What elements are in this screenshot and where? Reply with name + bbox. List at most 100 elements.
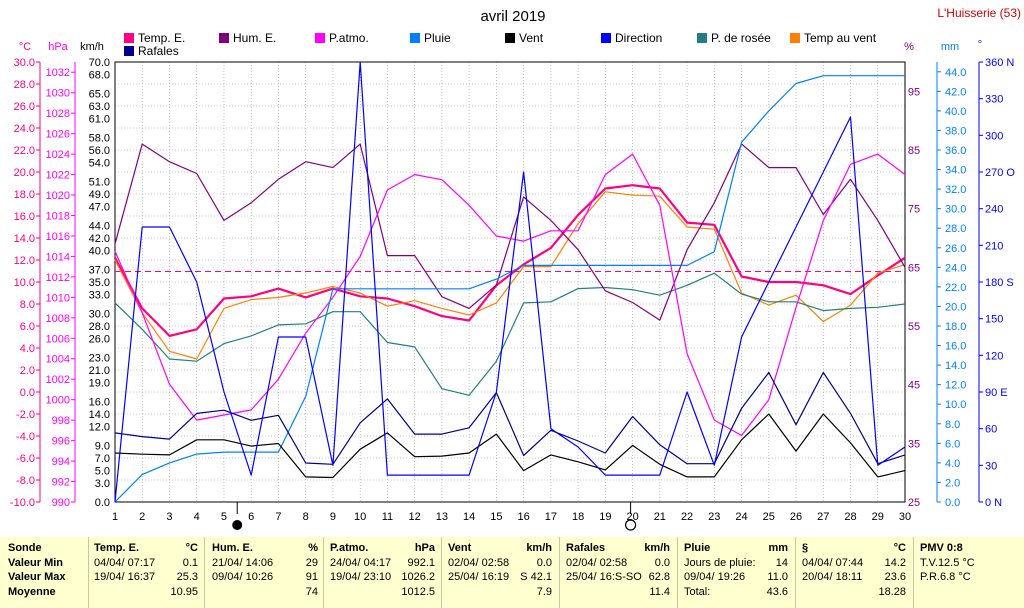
sonde-title: Sonde bbox=[8, 542, 42, 554]
x-tick-label: 19 bbox=[599, 511, 611, 523]
kmh-tick-label: 9.0 bbox=[95, 440, 110, 452]
legend-label-tempvent: Temp au vent bbox=[804, 31, 877, 45]
hum-col-title: Hum. E. bbox=[212, 542, 253, 554]
hum-tick-label: 45 bbox=[908, 380, 920, 392]
temp-col-unit: °C bbox=[185, 542, 198, 554]
mm-tick-label: 44.0 bbox=[945, 67, 966, 79]
section-min-date: 04/04/ 07:44 bbox=[802, 556, 864, 569]
hum-max-date: 09/04/ 10:26 bbox=[212, 571, 274, 583]
left-axes: 30.028.026.024.022.020.018.016.014.012.0… bbox=[10, 57, 110, 509]
kmh-tick-label: 14.0 bbox=[89, 409, 110, 421]
chart-title: avril 2019 bbox=[480, 8, 545, 25]
patmo-max-value: 1026.2 bbox=[401, 571, 435, 583]
vent-col-unit: km/h bbox=[526, 542, 552, 554]
patmo-min-date: 24/04/ 04:17 bbox=[330, 556, 392, 569]
rafales-max-date: 25/04/ 16:S-SO bbox=[566, 571, 642, 583]
temp-min-value: 0.1 bbox=[182, 556, 198, 569]
x-tick-label: 17 bbox=[545, 511, 557, 523]
new-moon-icon bbox=[232, 520, 243, 530]
hpa-tick-label: 1028 bbox=[46, 108, 70, 120]
hpa-tick-label: 998 bbox=[52, 415, 70, 427]
hum-min-date: 21/04/ 14:06 bbox=[212, 556, 274, 569]
kmh-tick-label: 21.0 bbox=[89, 365, 110, 377]
pluie-days-value: 14 bbox=[775, 556, 788, 569]
hum-col-unit: % bbox=[308, 542, 318, 554]
pmv-tv: T.V.12.5 °C bbox=[920, 556, 975, 569]
mm-tick-label: 14.0 bbox=[945, 360, 966, 372]
mm-tick-label: 16.0 bbox=[945, 341, 966, 353]
series-rafales-line bbox=[114, 371, 906, 465]
vent-col-title: Vent bbox=[448, 542, 472, 554]
legend-item-direction: Direction bbox=[601, 31, 662, 45]
x-tick-label: 21 bbox=[654, 511, 666, 523]
dir-tick-label: 330 bbox=[985, 94, 1003, 106]
kmh-tick-label: 7.0 bbox=[95, 453, 110, 465]
series-pluie-line bbox=[114, 75, 905, 503]
x-tick-label: 12 bbox=[409, 511, 421, 523]
mm-tick-label: 6.0 bbox=[945, 438, 960, 450]
kmh-tick-label: 23.0 bbox=[89, 352, 110, 364]
x-axis: 1 2 3 4 5 6 7 8 9 10 11 12 13 14 15 16 17 18 19 20 21 22 23 24 2… bbox=[112, 511, 911, 523]
legend-item-temp: Temp. E. bbox=[124, 31, 185, 45]
legend-swatch-hum bbox=[219, 33, 229, 43]
patmo-column: P.atmo. hPa 24/04/ 04:17 992.1 19/04/ 23:1… bbox=[330, 541, 435, 599]
kmh-tick-label: 0.0 bbox=[95, 497, 110, 509]
x-tick-label: 18 bbox=[572, 511, 584, 523]
legend-swatch-rafales bbox=[124, 46, 134, 56]
mm-tick-label: 30.0 bbox=[945, 204, 966, 216]
kmh-tick-label: 37.0 bbox=[89, 264, 110, 276]
hum-tick-label: 35 bbox=[908, 438, 920, 450]
temp-tick-label: 26.0 bbox=[14, 101, 35, 113]
dir-tick-label: 240 bbox=[985, 204, 1003, 216]
kmh-tick-label: 19.0 bbox=[89, 378, 110, 390]
mm-tick-label: 24.0 bbox=[945, 262, 966, 274]
kmh-tick-label: 70.0 bbox=[89, 57, 110, 69]
dir-tick-label: 30 bbox=[985, 460, 997, 472]
plot-area bbox=[114, 61, 906, 503]
temp-tick-label: 24.0 bbox=[14, 123, 35, 135]
rafales-min-value: 0.0 bbox=[654, 556, 670, 569]
mm-tick-label: 34.0 bbox=[945, 165, 966, 177]
temp-tick-label: -8.0 bbox=[16, 475, 35, 487]
hum-min-value: 29 bbox=[305, 556, 318, 569]
rafales-max-value: 62.8 bbox=[648, 571, 670, 583]
hpa-tick-label: 992 bbox=[52, 477, 70, 489]
hpa-tick-label: 1006 bbox=[46, 333, 70, 345]
dir-tick-label: 210 bbox=[985, 240, 1003, 252]
kmh-tick-label: 5.0 bbox=[95, 466, 110, 478]
x-tick-label: 10 bbox=[354, 511, 366, 523]
temp-tick-label: 22.0 bbox=[14, 145, 35, 157]
hpa-tick-label: 1024 bbox=[46, 149, 70, 161]
x-tick-label: 28 bbox=[844, 511, 856, 523]
legend-swatch-pluie bbox=[410, 33, 420, 43]
temp-column: Temp. E. °C 04/04/ 07:17 0.1 19/04/ 16:37 2… bbox=[94, 541, 198, 599]
legend-item-rafales: Rafales bbox=[124, 44, 179, 58]
hpa-tick-label: 1000 bbox=[46, 395, 70, 407]
dir-tick-label: 60 bbox=[985, 424, 997, 436]
mm-tick-label: 38.0 bbox=[945, 125, 966, 137]
kmh-tick-label: 40.0 bbox=[89, 246, 110, 258]
kmh-tick-label: 68.0 bbox=[89, 70, 110, 82]
kmh-tick-label: 26.0 bbox=[89, 334, 110, 346]
dir-tick-label: 270 O bbox=[985, 167, 1015, 179]
legend-item-pluie: Pluie bbox=[410, 31, 451, 45]
x-tick-label: 3 bbox=[166, 511, 172, 523]
temp-tick-label: 20.0 bbox=[14, 167, 35, 179]
hum-mean-value: 74 bbox=[305, 585, 318, 598]
mm-tick-label: 42.0 bbox=[945, 86, 966, 98]
hpa-tick-label: 990 bbox=[52, 497, 70, 509]
mm-tick-label: 12.0 bbox=[945, 380, 966, 392]
mm-tick-label: 10.0 bbox=[945, 399, 966, 411]
sonde-row-min: Valeur Min bbox=[8, 556, 64, 569]
legend-label-pluie: Pluie bbox=[424, 31, 451, 45]
x-tick-label: 13 bbox=[436, 511, 448, 523]
temp-min-date: 04/04/ 07:17 bbox=[94, 556, 156, 569]
rafales-col-unit: km/h bbox=[644, 542, 670, 554]
series-patmo-line bbox=[114, 153, 906, 437]
pluie-total-label: Total: bbox=[684, 585, 711, 598]
hpa-tick-label: 994 bbox=[52, 456, 70, 468]
kmh-tick-label: 47.0 bbox=[89, 202, 110, 214]
legend-item-vent: Vent bbox=[505, 31, 543, 45]
hum-tick-label: 85 bbox=[908, 145, 920, 157]
hum-max-value: 91 bbox=[305, 571, 318, 583]
